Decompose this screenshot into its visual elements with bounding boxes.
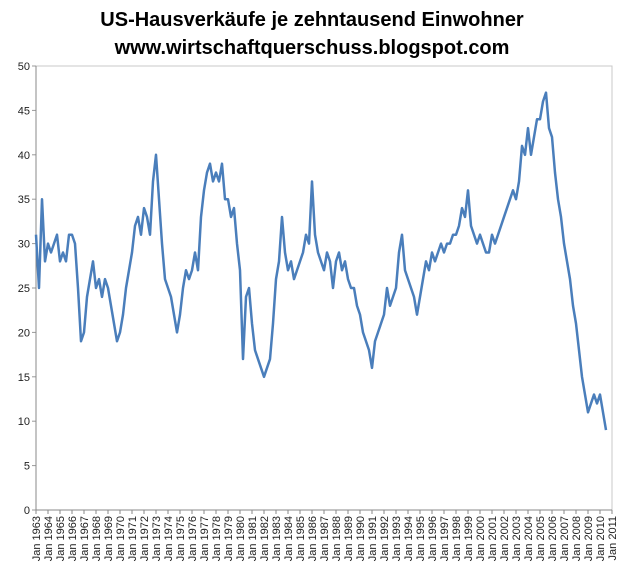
x-tick-label: Jan 1996 [427,516,439,561]
x-tick-label: Jan 2008 [571,516,583,561]
x-tick-label: Jan 2007 [559,516,571,561]
y-tick-label: 0 [24,505,30,517]
x-tick-label: Jan 1986 [307,516,319,561]
x-tick-label: Jan 1967 [79,516,91,561]
plot-frame [35,65,613,511]
x-tick-label: Jan 1965 [55,516,67,561]
x-tick-label: Jan 2000 [475,516,487,561]
x-tick-label: Jan 1987 [319,516,331,561]
x-tick-label: Jan 1980 [235,516,247,561]
x-tick-label: Jan 1982 [259,516,271,561]
x-tick-label: Jan 1993 [391,516,403,561]
y-tick-label: 30 [18,239,30,251]
x-tick-label: Jan 2009 [583,516,595,561]
y-tick-label: 20 [18,327,30,339]
y-tick-label: 10 [18,416,30,428]
x-tick-label: Jan 1985 [295,516,307,561]
data-line [34,91,608,431]
x-tick-label: Jan 1991 [367,516,379,561]
y-tick-label: 40 [18,150,30,162]
x-tick-label: Jan 1975 [175,516,187,561]
x-tick-label: Jan 1973 [151,516,163,561]
x-tick-label: Jan 1963 [31,516,43,561]
x-tick-label: Jan 1978 [211,516,223,561]
y-tick-label: 15 [18,372,30,384]
x-tick-label: Jan 1971 [127,516,139,561]
x-tick-label: Jan 1994 [403,516,415,561]
y-tick-label: 45 [18,105,30,117]
x-tick-label: Jan 1983 [271,516,283,561]
x-tick-label: Jan 1988 [331,516,343,561]
x-tick-label: Jan 1974 [163,516,175,561]
x-tick-label: Jan 2006 [547,516,559,561]
x-tick-label: Jan 2011 [607,516,619,560]
y-tick-label: 35 [18,194,30,206]
y-tick-label: 25 [18,283,30,295]
x-tick-label: Jan 1972 [139,516,151,561]
x-tick-label: Jan 1992 [379,516,391,561]
y-tick-label: 5 [24,461,30,473]
x-tick-label: Jan 1999 [463,516,475,561]
x-tick-label: Jan 1979 [223,516,235,561]
x-tick-label: Jan 1989 [343,516,355,561]
x-tick-label: Jan 2001 [487,516,499,561]
x-tick-label: Jan 1995 [415,516,427,561]
x-tick-label: Jan 1970 [115,516,127,561]
x-tick-label: Jan 1966 [67,516,79,561]
y-tick-label: 50 [18,61,30,73]
x-tick-label: Jan 1997 [439,516,451,561]
x-tick-label: Jan 1984 [283,516,295,561]
x-tick-label: Jan 2010 [595,516,607,561]
x-tick-label: Jan 1969 [103,516,115,561]
x-tick-label: Jan 1981 [247,516,259,561]
x-tick-label: Jan 1998 [451,516,463,561]
x-tick-label: Jan 1976 [187,516,199,561]
x-tick-label: Jan 1977 [199,516,211,561]
x-tick-label: Jan 1968 [91,516,103,561]
x-tick-label: Jan 1964 [43,516,55,561]
x-tick-label: Jan 2004 [523,516,535,561]
x-tick-label: Jan 1990 [355,516,367,561]
x-tick-label: Jan 2002 [499,516,511,561]
x-tick-label: Jan 2003 [511,516,523,561]
chart-title: US-Hausverkäufe je zehntausend Einwohner [100,9,524,31]
x-tick-label: Jan 2005 [535,516,547,561]
chart-subtitle: www.wirtschaftquerschuss.blogspot.com [114,37,510,59]
